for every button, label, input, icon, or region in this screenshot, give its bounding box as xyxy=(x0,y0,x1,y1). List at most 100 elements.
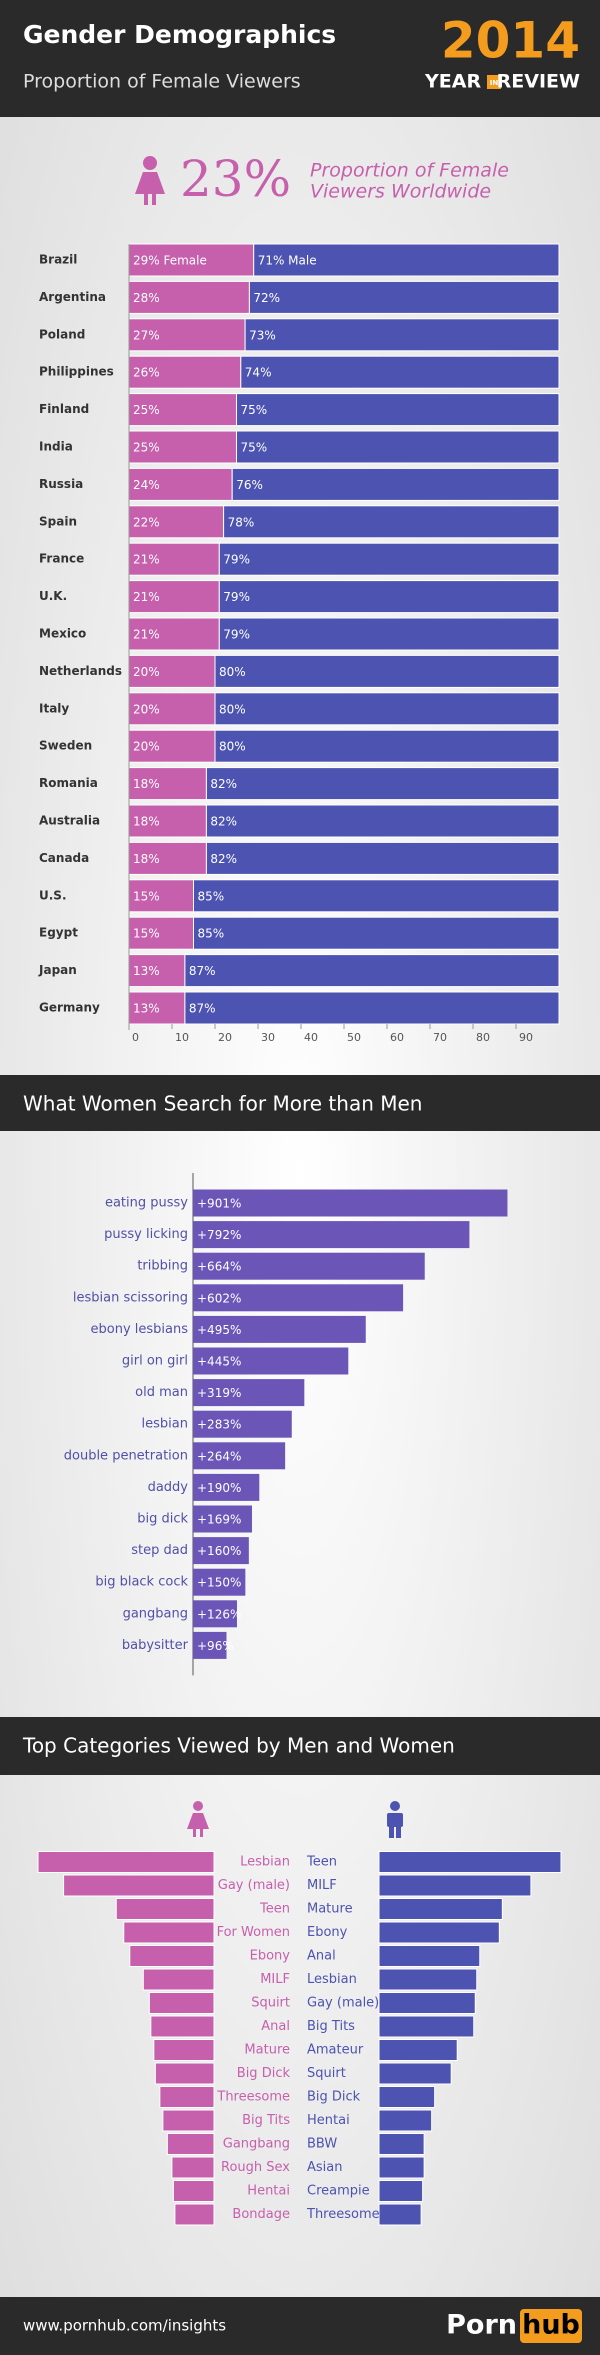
bar xyxy=(193,1631,227,1659)
bar xyxy=(378,2133,425,2155)
category-label: tribbing xyxy=(137,1259,188,1274)
bar-segment xyxy=(236,430,560,464)
section-title: What Women Search for More than Men xyxy=(23,1092,422,1116)
category-label: India xyxy=(39,440,73,454)
value-label: +495% xyxy=(197,1323,241,1337)
category-label: Sweden xyxy=(39,739,92,753)
bar-segment xyxy=(128,617,220,651)
bar xyxy=(378,2015,475,2038)
category-label: Ebony xyxy=(250,1949,291,1964)
bar xyxy=(378,2180,424,2202)
category-label: Bondage xyxy=(232,2207,290,2222)
category-label: Finland xyxy=(39,402,89,416)
category-label: old man xyxy=(135,1385,188,1400)
footer-logo-box xyxy=(520,2309,582,2343)
bar xyxy=(115,1898,215,1920)
value-label: 15% xyxy=(133,927,160,941)
value-label: 29% Female xyxy=(133,254,207,268)
bar xyxy=(193,1600,237,1628)
category-label: babysitter xyxy=(122,1638,189,1653)
footer-band xyxy=(0,2297,600,2355)
bar-segment xyxy=(128,954,186,988)
value-label: 20% xyxy=(133,740,160,754)
x-tick-label: 40 xyxy=(304,1031,318,1044)
bar xyxy=(193,1189,508,1217)
bar-segment xyxy=(236,393,560,427)
category-label: daddy xyxy=(148,1480,189,1495)
value-label: 22% xyxy=(133,515,160,529)
category-label: Mature xyxy=(244,2043,290,2058)
x-tick-label: 80 xyxy=(476,1031,490,1044)
logo-text: YEAR xyxy=(424,71,481,93)
category-label: Germany xyxy=(39,1001,100,1015)
category-label: Creampie xyxy=(307,2184,370,2199)
category-label: Big Dick xyxy=(237,2066,291,2081)
bar xyxy=(378,2203,422,2226)
bar-segment xyxy=(128,505,225,539)
value-label: 79% xyxy=(223,628,250,642)
category-label: Anal xyxy=(307,1949,336,1964)
bar xyxy=(193,1252,425,1280)
category-label: gangbang xyxy=(123,1606,188,1621)
value-label: 24% xyxy=(133,478,160,492)
bar xyxy=(142,1968,215,1991)
value-label: 18% xyxy=(133,815,160,829)
value-label: 13% xyxy=(133,964,160,978)
value-label: 82% xyxy=(210,852,237,866)
bar xyxy=(150,2015,215,2038)
section-band xyxy=(0,1075,600,1131)
bar-segment xyxy=(214,654,560,688)
category-label: Spain xyxy=(39,514,77,528)
value-label: 85% xyxy=(198,889,225,903)
bar xyxy=(193,1442,286,1470)
bar-segment xyxy=(128,767,207,801)
bar xyxy=(378,1851,562,1873)
bar-segment xyxy=(218,617,560,651)
category-label: Mexico xyxy=(39,627,86,641)
bar xyxy=(63,1874,215,1897)
category-label: Lesbian xyxy=(307,1972,357,1987)
value-label: 74% xyxy=(245,366,272,380)
logo-box xyxy=(487,75,501,89)
value-label: +792% xyxy=(197,1228,241,1242)
logo-text: REVIEW xyxy=(497,71,580,93)
bar-segment xyxy=(128,393,237,427)
category-label: Gangbang xyxy=(223,2137,290,2152)
footer-url: www.pornhub.com/insights xyxy=(23,2317,226,2335)
value-label: 25% xyxy=(133,441,160,455)
bar xyxy=(172,2180,215,2202)
category-label: France xyxy=(39,552,84,566)
value-label: +664% xyxy=(197,1260,241,1274)
value-label: 20% xyxy=(133,702,160,716)
bar-segment xyxy=(205,841,560,875)
female-icon xyxy=(187,1801,209,1837)
category-label: Threesome xyxy=(216,2090,290,2105)
x-tick-label: 30 xyxy=(261,1031,275,1044)
bar xyxy=(154,2062,215,2085)
category-label: lesbian scissoring xyxy=(73,1290,188,1305)
bar xyxy=(378,1921,500,1944)
category-label: pussy licking xyxy=(104,1227,188,1242)
category-label: Squirt xyxy=(251,1996,290,2011)
section-band xyxy=(0,1717,600,1775)
value-label: 85% xyxy=(198,927,225,941)
category-label: Poland xyxy=(39,327,85,341)
bar xyxy=(37,1851,215,1873)
category-label: Amateur xyxy=(307,2043,364,2058)
value-label: +126% xyxy=(197,1607,241,1621)
category-label: Ebony xyxy=(307,1925,348,1940)
bar-segment xyxy=(253,243,560,277)
value-label: +190% xyxy=(197,1481,241,1495)
bar-segment xyxy=(128,355,242,389)
value-label: 73% xyxy=(249,328,276,342)
value-label: 72% xyxy=(253,291,280,305)
bar-segment xyxy=(231,467,560,501)
value-label: 21% xyxy=(133,553,160,567)
category-label: Hentai xyxy=(307,2113,350,2128)
headline-value: 23% xyxy=(180,150,291,208)
bar-segment xyxy=(205,804,560,838)
bar-segment xyxy=(128,467,233,501)
bar xyxy=(193,1568,246,1596)
value-label: 27% xyxy=(133,328,160,342)
